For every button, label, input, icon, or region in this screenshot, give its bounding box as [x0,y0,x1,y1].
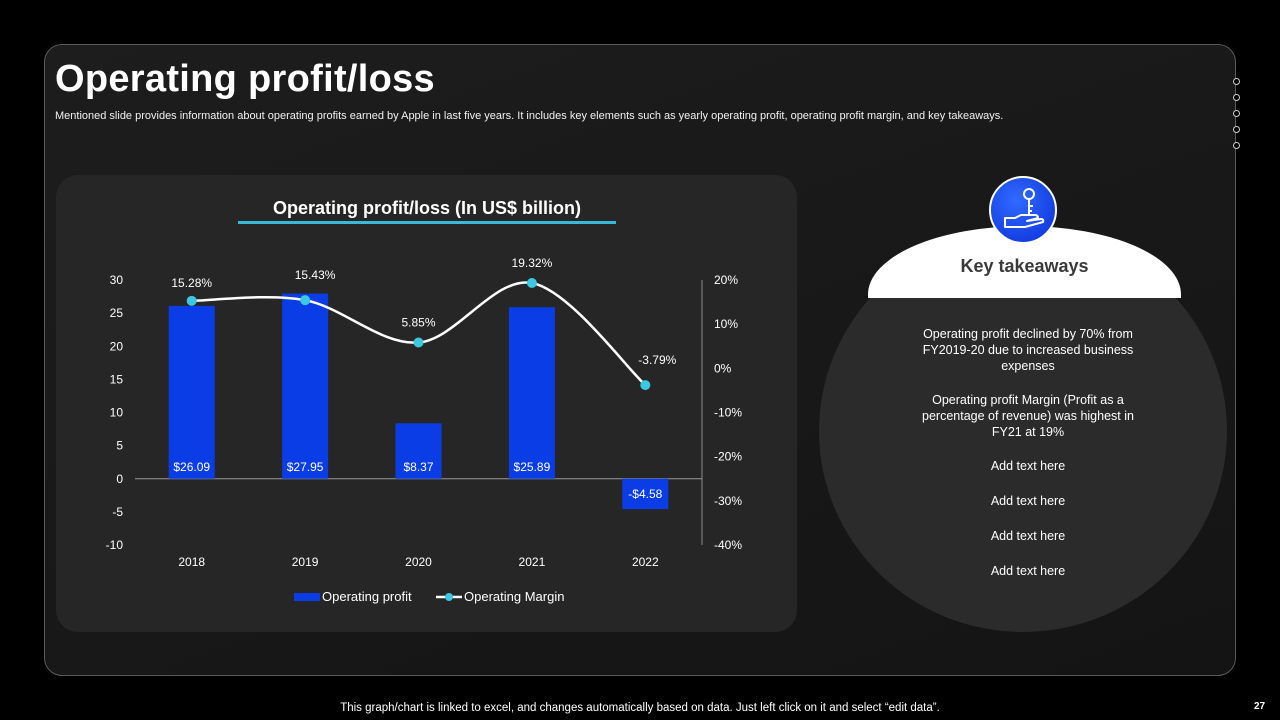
margin-data-label: 5.85% [401,315,435,329]
footer-note: This graph/chart is linked to excel, and… [340,702,940,714]
legend-bar-swatch [294,593,320,601]
takeaway-item: Add text here [990,494,1066,508]
page-subtitle: Mentioned slide provides information abo… [55,110,1004,122]
bar-operating-profit [622,478,669,510]
bar-operating-profit [395,423,442,479]
margin-data-label: -3.79% [638,353,676,367]
left-axis-tick-label: 0 [116,472,123,486]
bar-data-label: $27.95 [287,460,324,474]
takeaway-item: Operating profit declined by 70% from FY… [922,327,1134,373]
margin-point [640,380,651,391]
x-axis-category-label: 2018 [178,555,205,569]
right-axis-tick-label: -10% [714,406,742,420]
page-title: Operating profit/loss [55,58,435,100]
x-axis-category-label: 2019 [292,555,319,569]
margin-point [526,278,537,289]
page-number: 27 [1254,701,1266,712]
nav-dot[interactable] [1233,126,1240,133]
chart-title: Operating profit/loss (In US$ billion) [272,198,581,218]
nav-dot[interactable] [1233,94,1240,101]
nav-dot[interactable] [1233,142,1240,149]
left-axis-tick-label: 10 [110,406,124,420]
takeaway-item: Operating profit Margin (Profit as a per… [922,393,1134,439]
bar-data-label: $25.89 [514,460,551,474]
margin-data-label: 15.43% [295,268,336,282]
bar-data-label: -$4.58 [628,487,662,501]
right-axis-tick-label: -20% [714,450,742,464]
takeaway-item: Add text here [990,529,1066,543]
bar-operating-profit [168,305,215,479]
left-axis-tick-label: -5 [112,505,123,519]
x-axis-category-label: 2022 [632,555,659,569]
takeaway-item: Add text here [990,564,1066,578]
nav-dot[interactable] [1233,78,1240,85]
right-axis-tick-label: -30% [714,494,742,508]
bar-operating-profit [282,293,329,479]
margin-point [413,337,424,348]
right-axis-tick-label: 0% [714,361,732,375]
left-axis-tick-label: 30 [110,273,124,287]
legend-label: Operating Margin [464,589,564,604]
right-axis-tick-label: -40% [714,538,742,552]
right-axis-tick-label: 20% [714,273,738,287]
takeaways-title: Key takeaways [960,256,1089,276]
bar-operating-profit [508,307,555,479]
nav-dot[interactable] [1233,110,1240,117]
line-operating-margin [191,281,647,387]
margin-data-label: 15.28% [171,276,212,290]
left-axis-tick-label: 25 [110,306,124,320]
left-axis-tick-label: 5 [116,439,123,453]
margin-data-label: 19.32% [512,256,553,270]
left-axis-tick-label: 15 [110,372,124,386]
legend-line-marker [445,593,453,601]
bar-data-label: $26.09 [173,460,210,474]
right-axis-tick-label: 10% [714,317,738,331]
chart-title-underline [238,221,616,224]
takeaway-item: Add text here [990,459,1066,473]
legend-label: Operating profit [322,589,412,604]
bar-data-label: $8.37 [403,460,433,474]
margin-point [186,295,197,306]
operating-profit-chart[interactable]: 30 25 20 15 10 5 0 -5 -10 20% 10% 0% -10% -20% -30% -40… [56,175,797,632]
slide-nav-dots[interactable] [1233,78,1240,158]
hand-key-icon [989,176,1057,244]
takeaways-list: Operating profit declined by 70% from FY… [910,326,1146,598]
x-axis-category-label: 2021 [519,555,546,569]
margin-point [300,295,311,306]
x-axis-category-label: 2020 [405,555,432,569]
left-axis-tick-label: 20 [110,339,124,353]
left-axis-tick-label: -10 [106,538,124,552]
